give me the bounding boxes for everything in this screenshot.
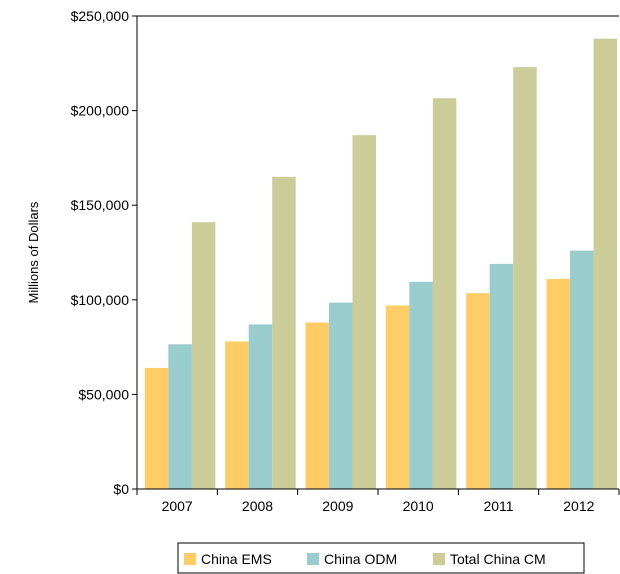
bar-total-china-cm-2008 xyxy=(272,176,296,489)
bar-china-odm-2008 xyxy=(248,324,273,489)
bar-china-ems-2007 xyxy=(144,367,169,489)
legend-label: China EMS xyxy=(201,551,272,567)
bar-china-odm-2012 xyxy=(570,250,594,489)
bar-total-china-cm-2007 xyxy=(191,222,216,489)
y-tick-label: $50,000 xyxy=(78,386,129,402)
bars-group xyxy=(144,38,618,490)
bar-china-ems-2008 xyxy=(225,341,249,489)
y-ticks-group: $0 $50,000 $100,000 $150,000 $200,000 $250,00… xyxy=(71,8,137,497)
bar-china-ems-2010 xyxy=(385,305,410,489)
x-tick-label: 2007 xyxy=(162,498,193,514)
bar-total-china-cm-2012 xyxy=(593,38,618,489)
legend: China EMS China ODM Total China CM xyxy=(177,542,585,574)
x-tick-label: 2009 xyxy=(322,498,353,514)
y-tick-label: $0 xyxy=(113,481,129,497)
y-tick-label: $250,000 xyxy=(71,8,130,24)
legend-swatch xyxy=(307,553,319,565)
legend-label: China ODM xyxy=(324,551,397,567)
bar-total-china-cm-2011 xyxy=(513,67,537,490)
y-tick-label: $150,000 xyxy=(71,197,130,213)
y-tick-label: $100,000 xyxy=(71,292,130,308)
legend-swatch xyxy=(184,553,196,565)
bar-total-china-cm-2010 xyxy=(432,98,457,489)
bar-china-odm-2010 xyxy=(409,281,433,489)
bar-china-odm-2011 xyxy=(489,263,514,489)
legend-label: Total China CM xyxy=(450,551,546,567)
x-tick-label: 2012 xyxy=(563,498,594,514)
legend-box xyxy=(177,542,585,574)
bar-china-ems-2009 xyxy=(305,322,330,489)
bar-china-ems-2012 xyxy=(546,278,571,489)
bar-total-china-cm-2009 xyxy=(352,135,377,490)
x-tick-label: 2010 xyxy=(403,498,434,514)
bar-china-odm-2007 xyxy=(168,344,192,489)
x-tick-label: 2011 xyxy=(483,498,513,514)
y-tick-label: $200,000 xyxy=(71,103,130,119)
legend-swatch xyxy=(433,553,445,565)
bar-china-odm-2009 xyxy=(329,302,353,489)
x-tick-label: 2008 xyxy=(242,498,273,514)
x-ticks-group: 2007 2008 2009 2010 2011 2012 xyxy=(136,489,620,514)
bar-china-ems-2011 xyxy=(466,293,490,489)
y-axis-title: Millions of Dollars xyxy=(26,201,41,303)
